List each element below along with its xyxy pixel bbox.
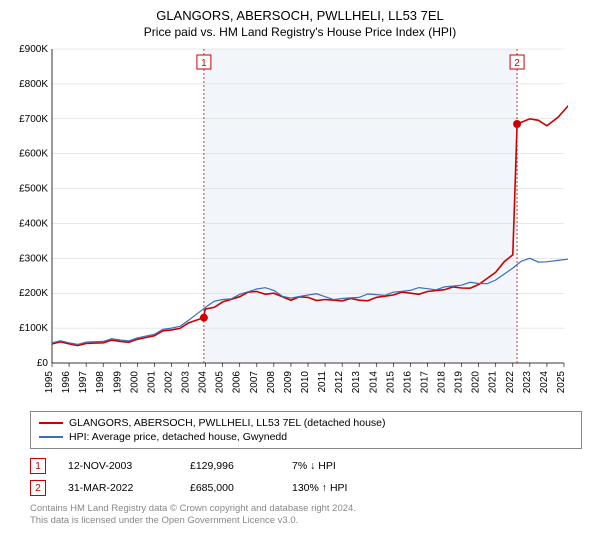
event-date: 31-MAR-2022 [68, 482, 168, 494]
svg-text:£200K: £200K [19, 288, 48, 299]
svg-text:2016: 2016 [402, 371, 413, 394]
event-price: £129,996 [190, 460, 270, 472]
line-chart-svg: £0 £100K £200K £300K £400K £500K £600K £700K £80… [8, 45, 568, 405]
svg-text:2009: 2009 [283, 371, 294, 394]
svg-text:2019: 2019 [454, 371, 465, 394]
svg-text:2002: 2002 [163, 371, 174, 394]
svg-text:£800K: £800K [19, 79, 48, 90]
svg-text:£100K: £100K [19, 323, 48, 334]
svg-text:2013: 2013 [351, 371, 362, 394]
footnote-line-2: This data is licensed under the Open Gov… [30, 515, 582, 527]
legend-swatch [39, 422, 63, 424]
chart-subtitle: Price paid vs. HM Land Registry's House … [0, 23, 600, 45]
svg-text:2015: 2015 [385, 371, 396, 394]
chart-plot-area: £0 £100K £200K £300K £400K £500K £600K £700K £80… [8, 45, 568, 405]
legend: GLANGORS, ABERSOCH, PWLLHELI, LL53 7EL (… [30, 411, 582, 449]
svg-text:2006: 2006 [232, 371, 243, 394]
svg-text:£900K: £900K [19, 45, 48, 55]
svg-text:2012: 2012 [334, 371, 345, 394]
legend-label: GLANGORS, ABERSOCH, PWLLHELI, LL53 7EL (… [69, 417, 386, 429]
svg-text:2025: 2025 [556, 371, 567, 394]
svg-text:2021: 2021 [488, 371, 499, 394]
event-table: 1 12-NOV-2003 £129,996 7% ↓ HPI 2 31-MAR-2022… [30, 455, 582, 499]
svg-text:2: 2 [514, 58, 520, 69]
event-row: 2 31-MAR-2022 £685,000 130% ↑ HPI [30, 477, 582, 499]
svg-text:2010: 2010 [300, 371, 311, 394]
svg-text:£700K: £700K [19, 114, 48, 125]
event-badge: 1 [30, 458, 46, 474]
svg-text:2003: 2003 [181, 371, 192, 394]
svg-text:1998: 1998 [95, 371, 106, 394]
event-pct: 130% ↑ HPI [292, 482, 382, 494]
svg-text:2014: 2014 [368, 371, 379, 394]
svg-text:£0: £0 [37, 358, 49, 369]
svg-text:£600K: £600K [19, 149, 48, 160]
svg-text:2005: 2005 [215, 371, 226, 394]
svg-text:2011: 2011 [317, 371, 328, 393]
footnote-line-1: Contains HM Land Registry data © Crown c… [30, 503, 582, 515]
event-date: 12-NOV-2003 [68, 460, 168, 472]
svg-text:2001: 2001 [146, 371, 157, 394]
event-pct: 7% ↓ HPI [292, 460, 382, 472]
svg-text:2004: 2004 [198, 371, 209, 394]
svg-text:2007: 2007 [249, 371, 260, 394]
chart-container: GLANGORS, ABERSOCH, PWLLHELI, LL53 7EL P… [0, 0, 600, 560]
legend-item: HPI: Average price, detached house, Gwyn… [39, 430, 573, 444]
legend-item: GLANGORS, ABERSOCH, PWLLHELI, LL53 7EL (… [39, 416, 573, 430]
svg-text:2024: 2024 [539, 371, 550, 394]
svg-text:2020: 2020 [471, 371, 482, 394]
svg-text:2000: 2000 [129, 371, 140, 394]
svg-text:1995: 1995 [44, 371, 55, 394]
chart-title: GLANGORS, ABERSOCH, PWLLHELI, LL53 7EL [0, 0, 600, 23]
svg-text:1997: 1997 [78, 371, 89, 394]
svg-text:2023: 2023 [522, 371, 533, 394]
svg-text:2022: 2022 [505, 371, 516, 394]
legend-swatch [39, 436, 63, 438]
svg-text:2017: 2017 [419, 371, 430, 394]
event-row: 1 12-NOV-2003 £129,996 7% ↓ HPI [30, 455, 582, 477]
svg-text:£400K: £400K [19, 218, 48, 229]
svg-text:£500K: £500K [19, 184, 48, 195]
legend-label: HPI: Average price, detached house, Gwyn… [69, 431, 287, 443]
svg-text:1996: 1996 [61, 371, 72, 394]
svg-text:£300K: £300K [19, 253, 48, 264]
svg-text:1999: 1999 [112, 371, 123, 394]
event-price: £685,000 [190, 482, 270, 494]
svg-text:1: 1 [201, 58, 207, 69]
svg-text:2008: 2008 [266, 371, 277, 394]
svg-text:2018: 2018 [437, 371, 448, 394]
event-badge: 2 [30, 480, 46, 496]
footnote: Contains HM Land Registry data © Crown c… [30, 503, 582, 528]
